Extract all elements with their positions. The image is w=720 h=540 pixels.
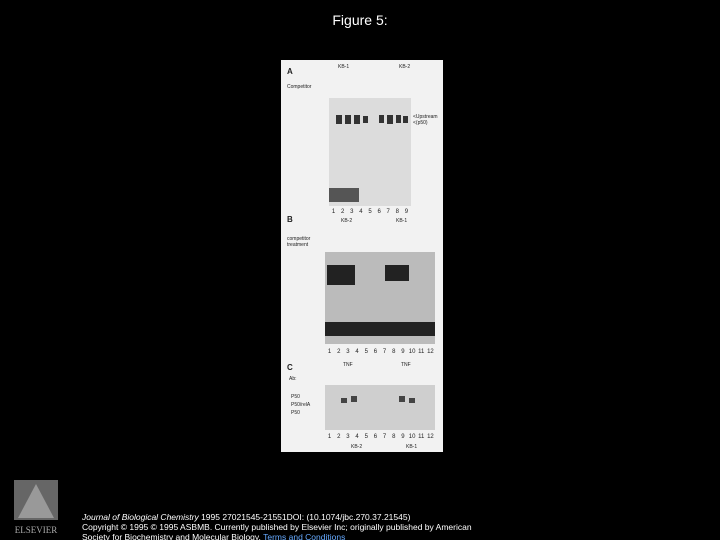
- lane-number: 3: [346, 434, 350, 440]
- bands: [329, 115, 408, 202]
- treatment: TNF: [401, 362, 411, 368]
- copyright-line: Society for Biochemistry and Molecular B…: [82, 531, 472, 540]
- footer: Journal of Biological Chemistry 1995 270…: [82, 512, 472, 540]
- band-label: <Upstream: [413, 114, 438, 120]
- lane-number: 4: [355, 434, 359, 440]
- panel-letter: B: [287, 215, 293, 224]
- lane-number: 6: [374, 434, 378, 440]
- band-label: P50/relA: [291, 402, 311, 408]
- copyright: Copyright © 1995 © 1995 ASBMB. Currently…: [82, 521, 472, 532]
- lane-number: 5: [365, 434, 369, 440]
- lane-number: 2: [341, 209, 345, 215]
- lane-number: 9: [405, 209, 409, 215]
- lane-number: 10: [409, 434, 416, 440]
- lane-number: 12: [427, 434, 434, 440]
- lane-number: 12: [427, 349, 434, 355]
- lane-number: 2: [337, 349, 341, 355]
- row-label: competitor: [287, 236, 311, 242]
- lane-number: 3: [350, 209, 354, 215]
- band-label: <(p50): [413, 120, 428, 126]
- lane-number: 2: [337, 434, 341, 440]
- cell-line: KB-2: [399, 64, 410, 70]
- bands: [341, 396, 415, 403]
- lane-number: 1: [332, 209, 336, 215]
- cell-line: KB-1: [406, 444, 417, 450]
- logo-text: ELSEVIER: [15, 525, 58, 535]
- row-label: Ab:: [289, 376, 297, 382]
- lane-number: 10: [409, 349, 416, 355]
- lane-number: 7: [383, 434, 387, 440]
- gel: [325, 385, 435, 430]
- logo-tree-shape: [18, 484, 54, 518]
- treatment: TNF: [343, 362, 353, 368]
- bands: [325, 265, 435, 336]
- row-label: treatment: [287, 242, 309, 248]
- citation-line: Journal of Biological Chemistry 1995 270…: [82, 512, 472, 523]
- lane-number: 9: [401, 349, 405, 355]
- cell-line: KB-2: [341, 218, 352, 224]
- cell-line: KB-1: [338, 64, 349, 70]
- copyright: Society for Biochemistry and Molecular B…: [82, 531, 264, 540]
- lane-number: 3: [346, 349, 350, 355]
- lane-number: 11: [418, 434, 425, 440]
- lane-number: 5: [365, 349, 369, 355]
- cell-line: KB-1: [396, 218, 407, 224]
- citation: 1995 27021545-21551DOI: (10.1074/jbc.270…: [198, 512, 411, 522]
- band-label: P50: [291, 410, 300, 416]
- lane-number: 1: [328, 434, 332, 440]
- journal: Journal of Biological Chemistry: [82, 512, 199, 522]
- lane-number: 6: [377, 209, 381, 215]
- cell-line: KB-2: [351, 444, 362, 450]
- lane-number: 4: [359, 209, 363, 215]
- terms-link[interactable]: Terms and Conditions: [263, 531, 346, 540]
- lane-numbers: 1 2 3 4 5 6 7 8 9 10 11 12: [328, 349, 434, 355]
- lane-number: 8: [392, 434, 396, 440]
- lane-number: 7: [387, 209, 391, 215]
- lane-number: 4: [355, 349, 359, 355]
- elsevier-logo: ELSEVIER: [14, 480, 58, 535]
- panel-letter: A: [287, 67, 293, 76]
- lane-numbers: 1 2 3 4 5 6 7 8 9 10 11 12: [328, 434, 434, 440]
- lane-number: 5: [368, 209, 372, 215]
- figure: A KB-1 KB-2 Competitor <Upstream <(p50) …: [281, 60, 443, 452]
- row-label: Competitor: [287, 84, 312, 90]
- lane-number: 8: [396, 209, 400, 215]
- lane-number: 8: [392, 349, 396, 355]
- lane-number: 9: [401, 434, 405, 440]
- panel-letter: C: [287, 363, 293, 372]
- band-label: P50: [291, 394, 300, 400]
- lane-number: 1: [328, 349, 332, 355]
- slide-title: Figure 5:: [332, 12, 388, 28]
- lane-number: 7: [383, 349, 387, 355]
- lane-number: 11: [418, 349, 425, 355]
- lane-number: 6: [374, 349, 378, 355]
